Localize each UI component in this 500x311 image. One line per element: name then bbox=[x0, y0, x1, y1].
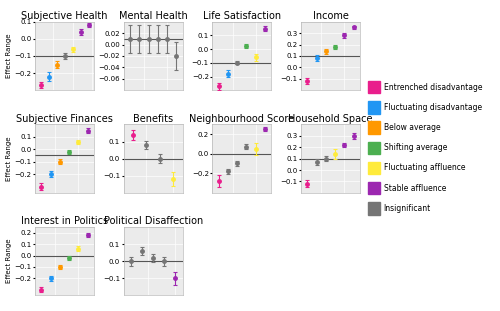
Text: Insignificant: Insignificant bbox=[384, 204, 431, 213]
Title: Income: Income bbox=[312, 11, 348, 21]
Title: Household Space: Household Space bbox=[288, 114, 372, 123]
Y-axis label: Effect Range: Effect Range bbox=[6, 136, 12, 181]
Text: Fluctuating disadvantage: Fluctuating disadvantage bbox=[384, 103, 482, 112]
Title: Neighbourhood Score: Neighbourhood Score bbox=[190, 114, 294, 123]
Title: Life Satisfaction: Life Satisfaction bbox=[203, 11, 281, 21]
Title: Subjective Health: Subjective Health bbox=[22, 11, 108, 21]
Title: Political Disaffection: Political Disaffection bbox=[104, 216, 203, 226]
Title: Interest in Politics: Interest in Politics bbox=[21, 216, 108, 226]
Text: Stable affluence: Stable affluence bbox=[384, 184, 446, 193]
Title: Subjective Finances: Subjective Finances bbox=[16, 114, 113, 123]
Title: Benefits: Benefits bbox=[133, 114, 173, 123]
Text: Entrenched disadvantage: Entrenched disadvantage bbox=[384, 83, 482, 91]
Y-axis label: Effect Range: Effect Range bbox=[6, 34, 12, 78]
Title: Mental Health: Mental Health bbox=[119, 11, 188, 21]
Text: Shifting average: Shifting average bbox=[384, 143, 447, 152]
Text: Fluctuating affluence: Fluctuating affluence bbox=[384, 164, 465, 172]
Text: Below average: Below average bbox=[384, 123, 440, 132]
Y-axis label: Effect Range: Effect Range bbox=[6, 239, 12, 284]
